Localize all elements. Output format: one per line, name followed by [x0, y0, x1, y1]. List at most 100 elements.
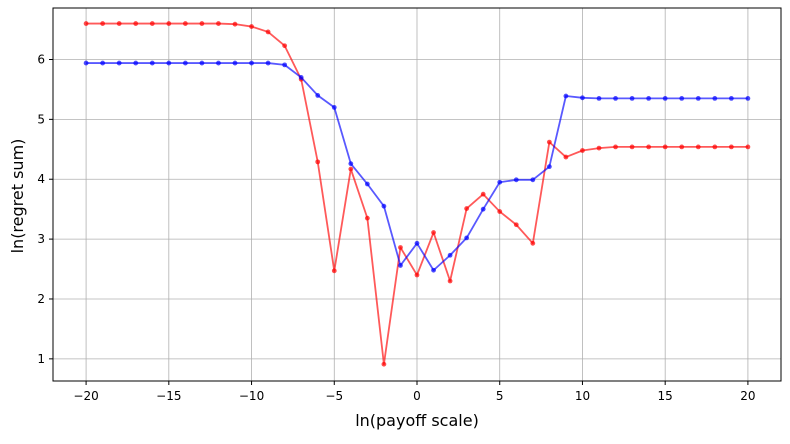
x-axis-label: ln(payoff scale)	[355, 411, 479, 430]
series-2-point	[298, 75, 304, 80]
series-2-point	[315, 93, 321, 98]
series-2-point	[331, 104, 337, 110]
series-1-point	[381, 361, 387, 367]
series-1-point	[596, 145, 602, 151]
series-1-point	[265, 29, 271, 35]
series-2-point	[480, 206, 486, 212]
series-2-point	[695, 96, 701, 101]
series-2-point	[447, 252, 453, 258]
series-2-point	[166, 60, 172, 66]
series-2-point	[646, 96, 652, 101]
series-1-point	[480, 191, 486, 197]
series-2-point	[513, 177, 519, 183]
series-1-point	[348, 166, 354, 172]
series-2-point	[133, 60, 139, 66]
series-2-point	[348, 161, 354, 167]
series-1-point	[83, 21, 89, 26]
y-tick-label: 4	[37, 172, 45, 186]
x-tick-label: 0	[413, 389, 421, 403]
series-1-point	[100, 21, 106, 26]
series-2-point	[464, 235, 470, 241]
y-tick-label: 6	[37, 52, 45, 66]
series-2-point	[613, 96, 618, 101]
series-1-point	[431, 230, 436, 235]
series-1-point	[580, 148, 585, 153]
series-2-point	[398, 263, 403, 268]
series-2-point	[563, 93, 569, 99]
x-tick-label: −20	[73, 389, 98, 403]
x-tick-label: −5	[325, 389, 343, 403]
x-tick-label: 5	[496, 389, 504, 403]
series-1-point	[133, 21, 139, 26]
series-1-point	[497, 209, 503, 214]
series-1-point	[513, 222, 519, 228]
series-1-point	[662, 144, 668, 150]
series-1-point	[712, 144, 718, 150]
series-2-point	[182, 60, 188, 66]
series-2-point	[629, 96, 635, 101]
series-layer	[83, 21, 751, 367]
series-2-point	[712, 96, 718, 101]
y-tick-label: 1	[37, 352, 45, 366]
series-2-point	[116, 60, 122, 66]
series-2-point	[149, 60, 155, 66]
y-tick-label: 3	[37, 232, 45, 246]
series-2-point	[596, 96, 602, 101]
x-tick-label: 20	[740, 389, 755, 403]
series-1-point	[282, 43, 288, 49]
series-1-point	[116, 21, 122, 26]
series-2-point	[530, 177, 536, 183]
series-2-point	[364, 181, 370, 187]
series-2-point	[728, 96, 734, 101]
grid-lines	[53, 8, 781, 381]
series-2-point	[216, 60, 221, 66]
series-1-point	[398, 245, 403, 250]
series-1-point	[166, 21, 172, 26]
series-1-point	[745, 144, 751, 150]
series-2-point	[745, 96, 751, 101]
series-1-point	[695, 144, 701, 150]
series-2-point	[431, 267, 436, 273]
series-2-point	[414, 240, 420, 246]
series-1-point	[249, 24, 254, 29]
series-1-point	[331, 268, 337, 274]
series-1-point	[563, 154, 569, 160]
series-1-point	[728, 144, 734, 150]
series-2-point	[83, 60, 89, 66]
series-1-point	[199, 21, 205, 26]
y-axis-label: ln(regret sum)	[8, 139, 27, 254]
x-tick-label: 15	[658, 389, 673, 403]
x-tick-label: −15	[156, 389, 181, 403]
series-2-point	[381, 203, 387, 209]
series-1-point	[232, 21, 238, 27]
series-2-point	[580, 95, 585, 101]
y-tick-label: 2	[37, 292, 45, 306]
series-2-point	[100, 60, 106, 66]
series-1-point	[182, 21, 188, 26]
x-tick-label: −10	[239, 389, 264, 403]
series-1-point	[613, 144, 618, 150]
series-1-point	[149, 21, 155, 26]
series-1-point	[315, 159, 321, 165]
series-1-point	[530, 240, 536, 246]
x-tick-label: 10	[575, 389, 590, 403]
series-2-point	[199, 60, 205, 66]
series-1-point	[414, 272, 420, 278]
series-2-point	[232, 60, 238, 66]
series-2-point	[265, 60, 271, 66]
series-1-point	[447, 278, 453, 284]
series-1-point	[546, 139, 552, 145]
series-1-point	[216, 21, 221, 26]
series-2-point	[249, 60, 254, 66]
series-1-point	[364, 215, 370, 221]
series-1-point	[464, 206, 470, 211]
y-tick-label: 5	[37, 112, 45, 126]
series-2-point	[282, 62, 288, 68]
series-2-point	[497, 179, 503, 185]
series-1-point	[646, 144, 652, 150]
series-1-point	[629, 144, 635, 150]
axes: −20 −15 −10 −5 0 5 10 15 20 1 2 3 4 5 6	[37, 7, 782, 403]
series-1-point	[679, 144, 685, 150]
